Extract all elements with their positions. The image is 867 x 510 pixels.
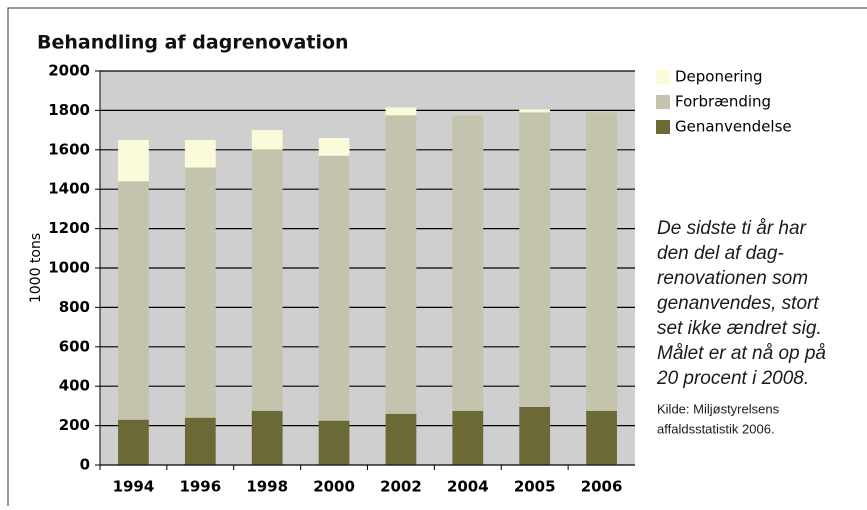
y-tick-label: 1200 [48,219,90,237]
bar-segment [452,411,483,465]
x-tick-label: 2005 [514,478,556,496]
bar-segment [386,414,417,465]
chart-title: Behandling af dagrenovation [37,32,349,54]
annotation-line: set ikke ændret sig. [657,318,822,339]
bar-segment [586,112,617,410]
bar-segment [252,130,283,150]
y-axis-label: 1000 tons [28,233,44,303]
source-line: affaldsstatistik 2006. [657,421,775,436]
y-tick-label: 1800 [48,101,90,119]
bar-segment [586,411,617,465]
bar-segment [252,411,283,465]
bar-segment [118,181,149,419]
bar-segment [319,156,350,421]
bar-segment [185,418,216,465]
bar-segment [519,407,550,465]
x-tick-label: 1994 [113,478,155,496]
x-tick-label: 1998 [246,478,288,496]
annotation-line: den del af dag- [657,243,784,264]
x-tick-label: 2006 [581,478,623,496]
annotation-line: genanvendes, stort [657,293,819,314]
bar-segment [519,109,550,112]
y-tick-label: 0 [80,456,90,474]
bar-segment [386,115,417,413]
bar-segment [252,150,283,411]
y-tick-label: 1600 [48,140,90,158]
annotation: De sidste ti år har den del af dag-renova… [656,218,826,436]
bar-segment [118,420,149,465]
y-tick-label: 800 [59,298,90,316]
legend-swatch [656,95,670,109]
bar-segment [386,107,417,115]
y-tick-label: 600 [59,337,90,355]
bar-segment [452,115,483,411]
legend-swatch [656,70,670,84]
bar-segment [319,138,350,156]
bar-segment [185,140,216,168]
legend-label: Deponering [675,68,763,86]
legend-label: Genanvendelse [675,118,792,136]
bar-segment [519,112,550,407]
y-tick-label: 1400 [48,180,90,198]
legend-label: Forbrænding [675,93,771,111]
x-tick-label: 2004 [447,478,489,496]
annotation-line: 20 procent i 2008. [656,368,809,389]
x-tick-label: 2000 [313,478,355,496]
x-tick-label: 1996 [179,478,221,496]
y-tick-label: 2000 [48,62,90,80]
annotation-line: De sidste ti år har [657,218,807,239]
bar-segment [118,140,149,181]
bar-segment [185,168,216,418]
chart: Behandling af dagrenovation 1000 tons De… [0,0,867,506]
y-tick-label: 200 [59,416,90,434]
legend-swatch [656,120,670,134]
y-tick-label: 1000 [48,259,90,277]
source-line: Kilde: Miljøstyrelsens [657,401,780,416]
annotation-line: Målet er at nå op på [657,343,826,364]
y-tick-label: 400 [59,377,90,395]
x-tick-label: 2002 [380,478,422,496]
annotation-line: renovationen som [657,268,808,289]
bar-segment [319,421,350,465]
